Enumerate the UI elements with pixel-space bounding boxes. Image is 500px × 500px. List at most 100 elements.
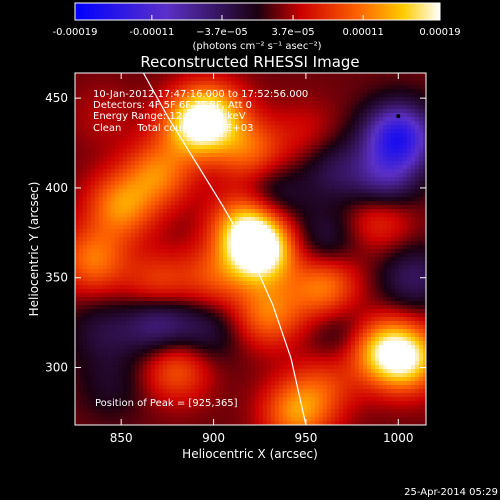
heatmap-cell	[239, 105, 244, 110]
heatmap-cell	[255, 409, 260, 414]
heatmap-cell	[287, 181, 292, 186]
heatmap-cell	[147, 193, 152, 198]
heatmap-cell	[179, 401, 184, 406]
heatmap-cell	[267, 221, 272, 226]
heatmap-cell	[163, 317, 168, 322]
heatmap-cell	[135, 381, 140, 386]
heatmap-cell	[131, 177, 136, 182]
heatmap-cell	[259, 117, 264, 122]
heatmap-cell	[219, 157, 224, 162]
heatmap-cell	[83, 201, 88, 206]
heatmap-cell	[123, 269, 128, 274]
heatmap-cell	[239, 289, 244, 294]
heatmap-cell	[255, 417, 260, 422]
heatmap-cell	[271, 185, 276, 190]
heatmap-cell	[103, 413, 108, 418]
heatmap-cell	[151, 73, 156, 78]
heatmap-cell	[95, 373, 100, 378]
heatmap-cell	[267, 385, 272, 390]
heatmap-cell	[295, 333, 300, 338]
heatmap-cell	[227, 169, 232, 174]
heatmap-cell	[227, 361, 232, 366]
heatmap-cell	[259, 317, 264, 322]
heatmap-cell	[275, 305, 280, 310]
heatmap-cell	[95, 129, 100, 134]
heatmap-cell	[219, 401, 224, 406]
heatmap-cell	[259, 137, 264, 142]
heatmap-cell	[139, 401, 144, 406]
heatmap-cell	[187, 293, 192, 298]
heatmap-cell	[275, 381, 280, 386]
heatmap-cell	[147, 225, 152, 230]
heatmap-cell	[243, 325, 248, 330]
heatmap-cell	[263, 85, 268, 90]
heatmap-cell	[287, 281, 292, 286]
heatmap-cell	[263, 97, 268, 102]
heatmap-cell	[227, 413, 232, 418]
heatmap-cell	[263, 281, 268, 286]
heatmap-cell	[239, 421, 244, 425]
heatmap-cell	[275, 229, 280, 234]
heatmap-cell	[75, 81, 80, 86]
heatmap-cell	[243, 241, 248, 246]
heatmap-cell	[243, 97, 248, 102]
heatmap-cell	[259, 377, 264, 382]
heatmap-cell	[215, 133, 220, 138]
heatmap-cell	[275, 117, 280, 122]
heatmap-cell	[243, 417, 248, 422]
heatmap-cell	[107, 85, 112, 90]
heatmap-cell	[91, 349, 96, 354]
heatmap-cell	[87, 249, 92, 254]
heatmap-cell	[207, 193, 212, 198]
heatmap-cell	[275, 357, 280, 362]
heatmap-cell	[295, 185, 300, 190]
heatmap-cell	[135, 313, 140, 318]
heatmap-cell	[223, 261, 228, 266]
heatmap-cell	[243, 337, 248, 342]
heatmap-cell	[243, 129, 248, 134]
heatmap-cell	[183, 189, 188, 194]
heatmap-cell	[131, 261, 136, 266]
heatmap-cell	[243, 401, 248, 406]
heatmap-cell	[247, 365, 252, 370]
heatmap-cell	[171, 205, 176, 210]
heatmap-cell	[111, 209, 116, 214]
heatmap-cell	[75, 313, 80, 318]
heatmap-cell	[163, 385, 168, 390]
heatmap-cell	[243, 309, 248, 314]
heatmap-cell	[211, 317, 216, 322]
heatmap-cell	[139, 249, 144, 254]
heatmap-cell	[147, 305, 152, 310]
heatmap-cell	[271, 405, 276, 410]
heatmap-cell	[167, 417, 172, 422]
heatmap-cell	[175, 245, 180, 250]
heatmap-cell	[215, 273, 220, 278]
heatmap-cell	[75, 261, 80, 266]
heatmap-cell	[215, 409, 220, 414]
heatmap-cell	[131, 149, 136, 154]
heatmap-cell	[275, 221, 280, 226]
heatmap-cell	[271, 133, 276, 138]
heatmap-cell	[107, 177, 112, 182]
heatmap-cell	[259, 145, 264, 150]
heatmap-cell	[255, 321, 260, 326]
heatmap-cell	[147, 309, 152, 314]
heatmap-cell	[243, 173, 248, 178]
heatmap-cell	[287, 201, 292, 206]
heatmap-cell	[207, 77, 212, 82]
heatmap-cell	[187, 309, 192, 314]
heatmap-cell	[123, 345, 128, 350]
heatmap-cell	[227, 145, 232, 150]
heatmap-cell	[203, 413, 208, 418]
heatmap-cell	[179, 145, 184, 150]
heatmap-cell	[107, 421, 112, 425]
heatmap-cell	[83, 317, 88, 322]
heatmap-cell	[251, 369, 256, 374]
heatmap-cell	[111, 301, 116, 306]
heatmap-cell	[163, 117, 168, 122]
heatmap-cell	[131, 265, 136, 270]
heatmap-cell	[195, 329, 200, 334]
heatmap-cell	[199, 73, 204, 78]
heatmap-cell	[115, 73, 120, 78]
heatmap-cell	[195, 137, 200, 142]
